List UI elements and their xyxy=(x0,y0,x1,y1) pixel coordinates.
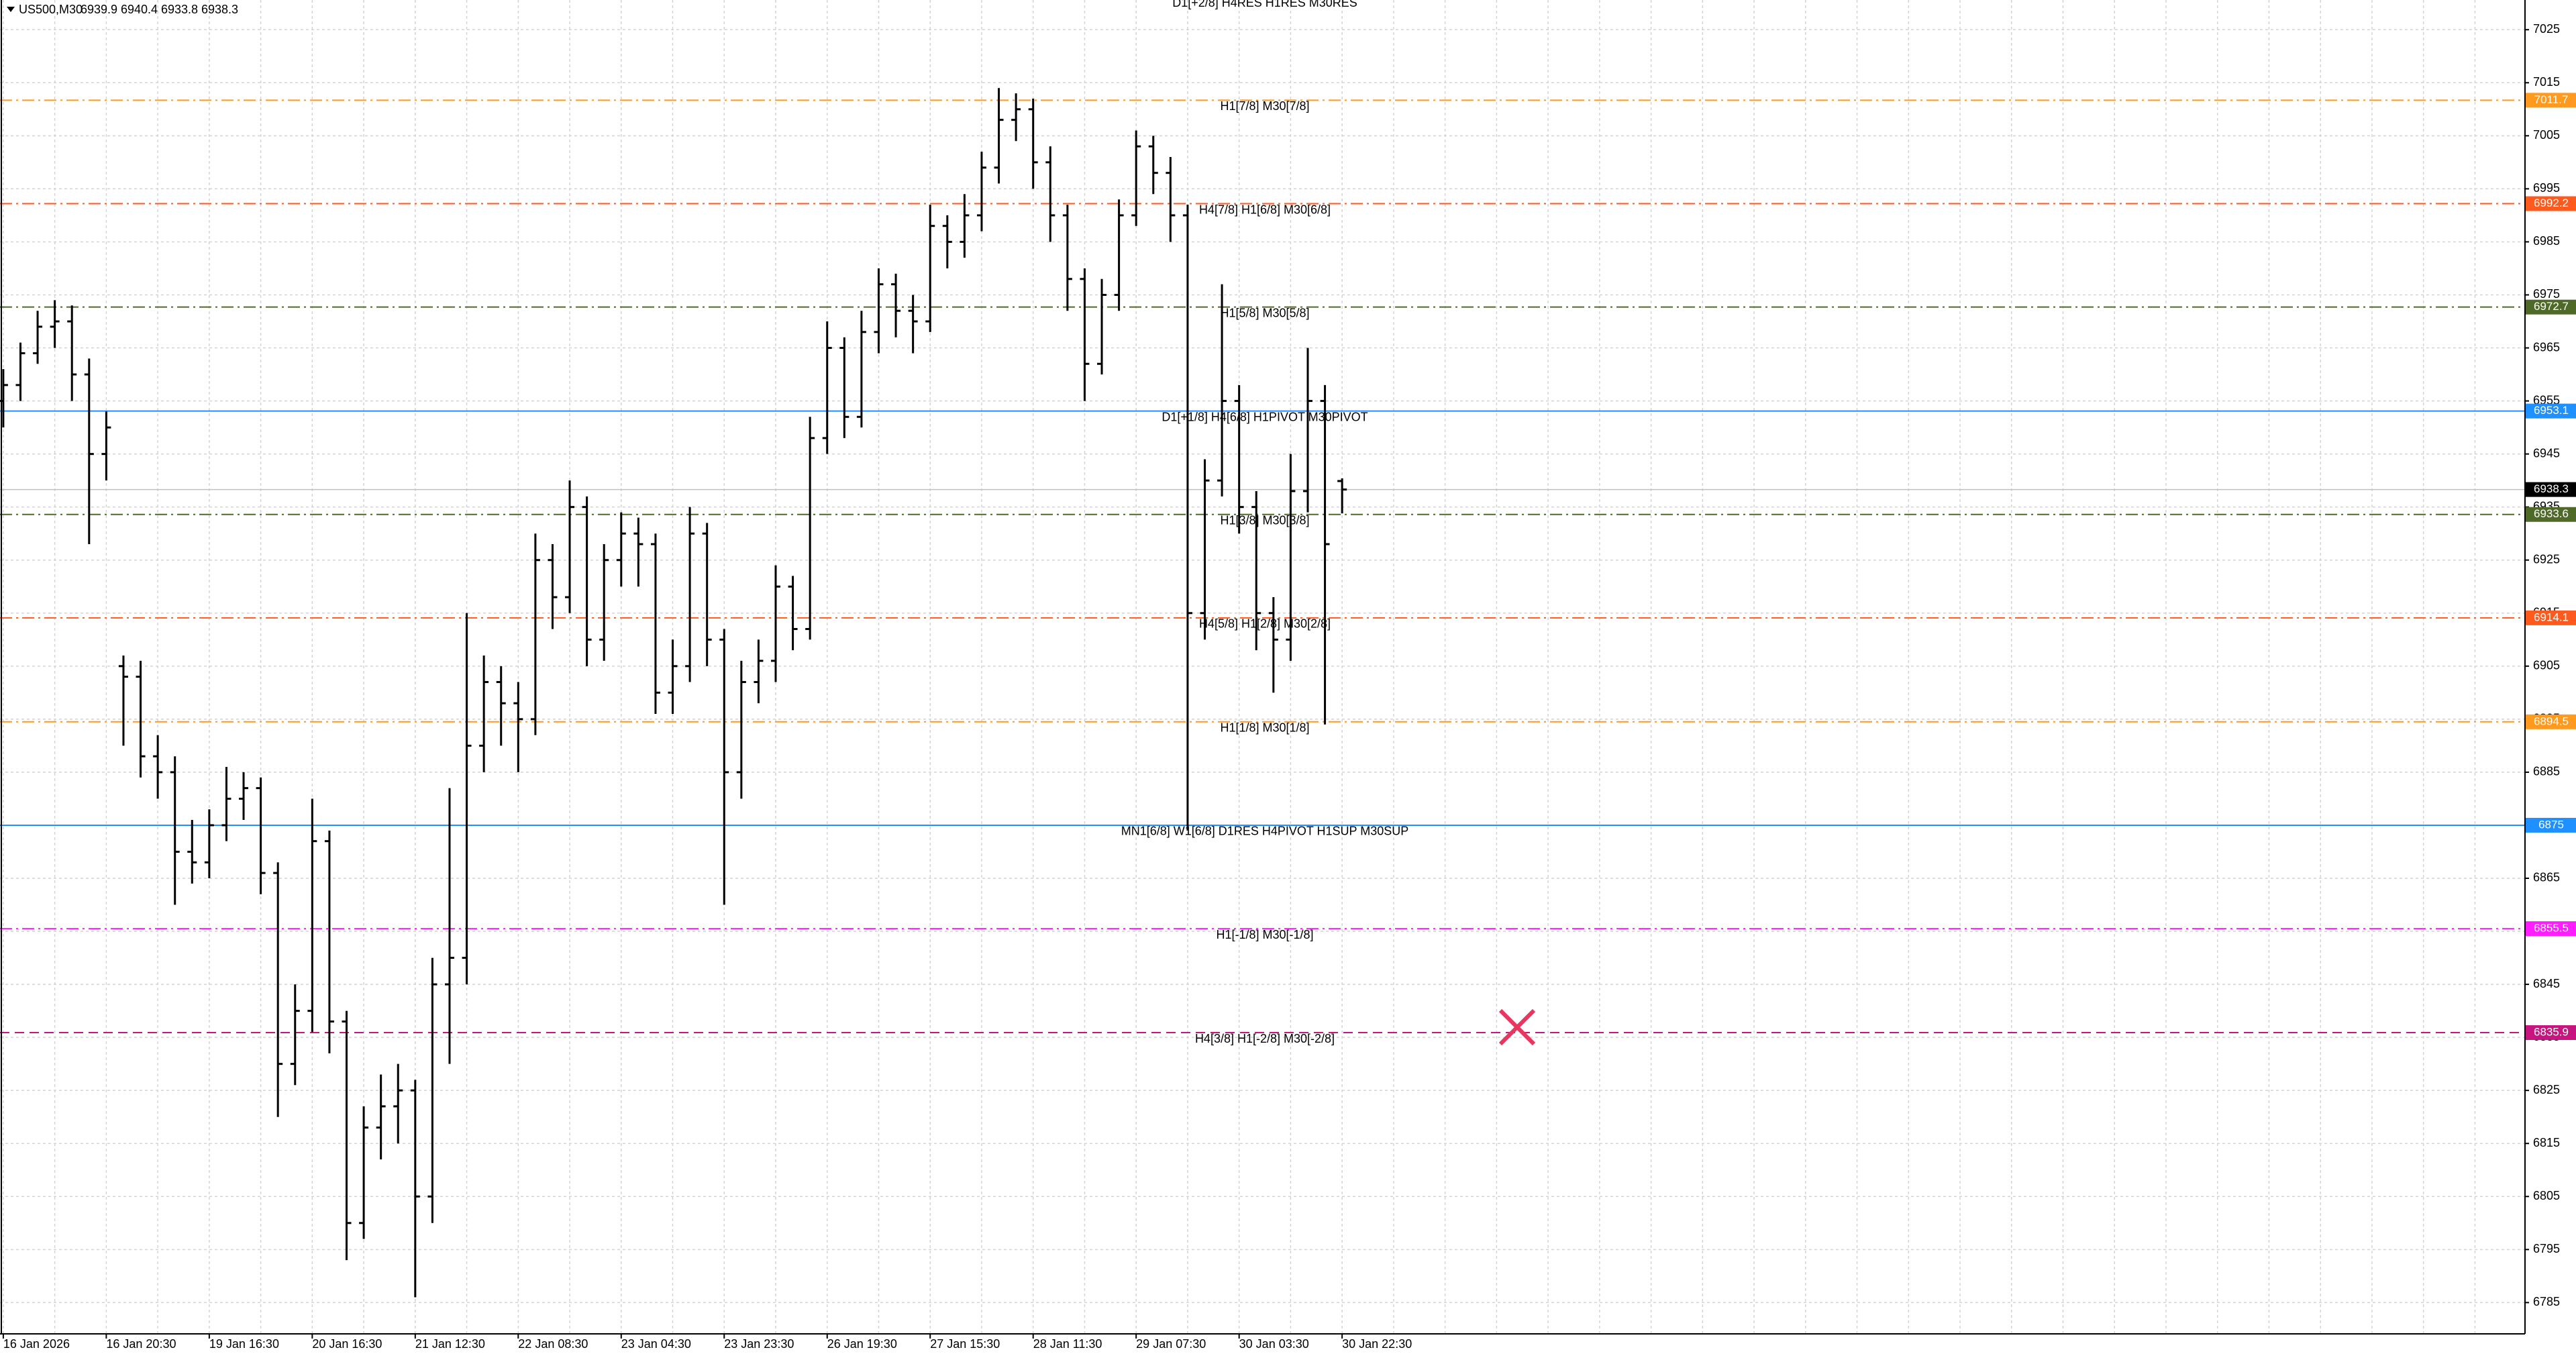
bars-layer xyxy=(0,88,1347,1298)
price-tag-label: 6953.1 xyxy=(2534,404,2569,417)
level-label: H4[7/8] H1[6/8] M30[6/8] xyxy=(1199,203,1331,216)
y-tick-label: 6975 xyxy=(2533,287,2560,301)
symbol-label: US500,M30 xyxy=(19,3,83,16)
y-tick-label: 6985 xyxy=(2533,234,2560,248)
price-tag-label: 6914.1 xyxy=(2534,611,2569,623)
cursor-cross xyxy=(1498,1008,1536,1046)
x-tick-label: 20 Jan 16:30 xyxy=(312,1337,382,1351)
level-label: H1[5/8] M30[5/8] xyxy=(1220,306,1309,319)
x-tick-label: 21 Jan 12:30 xyxy=(415,1337,485,1351)
y-tick-label: 7025 xyxy=(2533,22,2560,36)
x-tick-label: 23 Jan 04:30 xyxy=(621,1337,691,1351)
y-tick-label: 6925 xyxy=(2533,552,2560,566)
current-price-tag xyxy=(2526,482,2576,497)
price-tag xyxy=(2526,921,2576,937)
y-tick-label: 6785 xyxy=(2533,1295,2560,1308)
x-tick-label: 28 Jan 11:30 xyxy=(1033,1337,1102,1351)
y-tick-label: 7005 xyxy=(2533,128,2560,142)
price-tag xyxy=(2526,610,2576,625)
x-tick-label: 26 Jan 19:30 xyxy=(827,1337,897,1351)
level-label: D1[+2/8] H4RES H1RES M30RES xyxy=(1172,0,1357,9)
last-low: 6933.8 xyxy=(161,3,198,16)
y-tick-label: 6805 xyxy=(2533,1189,2560,1202)
level-label: H4[3/8] H1[-2/8] M30[-2/8] xyxy=(1195,1032,1335,1045)
x-tick-label: 16 Jan 2026 xyxy=(3,1337,70,1351)
price-tag-label: 6855.5 xyxy=(2534,922,2569,935)
x-tick-label: 30 Jan 03:30 xyxy=(1239,1337,1309,1351)
price-tag xyxy=(2526,507,2576,522)
y-tick-label: 6995 xyxy=(2533,181,2560,195)
price-tag xyxy=(2526,196,2576,211)
level-label: H1[-1/8] M30[-1/8] xyxy=(1216,928,1313,941)
y-tick-label: 6865 xyxy=(2533,871,2560,884)
last-open: 6939.9 xyxy=(81,3,117,16)
price-tag xyxy=(2526,403,2576,419)
price-tag xyxy=(2526,714,2576,729)
cross-stroke xyxy=(1498,1008,1536,1046)
y-tick-label: 6825 xyxy=(2533,1083,2560,1096)
level-label: H1[3/8] M30[3/8] xyxy=(1220,513,1309,527)
last-close: 6938.3 xyxy=(201,3,238,16)
y-tick-label: 6815 xyxy=(2533,1136,2560,1149)
price-tag-label: 6972.7 xyxy=(2534,300,2569,313)
price-tag-label: 6894.5 xyxy=(2534,715,2569,727)
x-tick-label: 30 Jan 22:30 xyxy=(1342,1337,1412,1351)
price-tag xyxy=(2526,93,2576,108)
x-tick-label: 16 Jan 20:30 xyxy=(106,1337,176,1351)
price-tag xyxy=(2526,817,2576,833)
level-label: H1[7/8] M30[7/8] xyxy=(1220,99,1309,113)
price-tag-label: 6835.9 xyxy=(2534,1026,2569,1039)
level-label: H1[1/8] M30[1/8] xyxy=(1220,721,1309,735)
price-tag-label: 7011.7 xyxy=(2534,93,2569,106)
y-tick-label: 6945 xyxy=(2533,446,2560,460)
x-tick-label: 22 Jan 08:30 xyxy=(518,1337,588,1351)
price-tag xyxy=(2526,1025,2576,1041)
price-tag-label: 6875 xyxy=(2538,818,2564,831)
level-label: H4[5/8] H1[2/8] M30[2/8] xyxy=(1199,617,1331,631)
y-tick-label: 6795 xyxy=(2533,1242,2560,1255)
level-label: D1[+1/8] H4[6/8] H1PIVOT M30PIVOT xyxy=(1162,410,1368,423)
y-tick-label: 7015 xyxy=(2533,75,2560,89)
y-tick-label: 6845 xyxy=(2533,977,2560,990)
x-tick-label: 23 Jan 23:30 xyxy=(724,1337,794,1351)
price-tag-label: 6933.6 xyxy=(2534,507,2569,520)
price-tag-label: 6992.2 xyxy=(2534,197,2569,209)
y-tick-label: 6885 xyxy=(2533,765,2560,778)
price-tag xyxy=(2526,299,2576,315)
last-high: 6940.4 xyxy=(121,3,158,16)
x-tick-label: 19 Jan 16:30 xyxy=(209,1337,279,1351)
current-price-label: 6938.3 xyxy=(2534,482,2569,495)
x-tick-label: 27 Jan 15:30 xyxy=(930,1337,1000,1351)
menu-arrow xyxy=(7,7,15,12)
level-label: MN1[6/8] W1[6/8] D1RES H4PIVOT H1SUP M30… xyxy=(1121,825,1409,838)
y-tick-label: 6965 xyxy=(2533,340,2560,354)
y-tick-label: 6955 xyxy=(2533,393,2560,407)
x-tick-label: 29 Jan 07:30 xyxy=(1136,1337,1206,1351)
levels-layer: D1[+2/8] H4RES H1RES M30RES H1[7/8] M30[7… xyxy=(0,0,2525,1045)
header: US500,M30 6939.9 6940.4 6933.8 6938.3 xyxy=(7,3,238,16)
y-tick-label: 6905 xyxy=(2533,659,2560,672)
